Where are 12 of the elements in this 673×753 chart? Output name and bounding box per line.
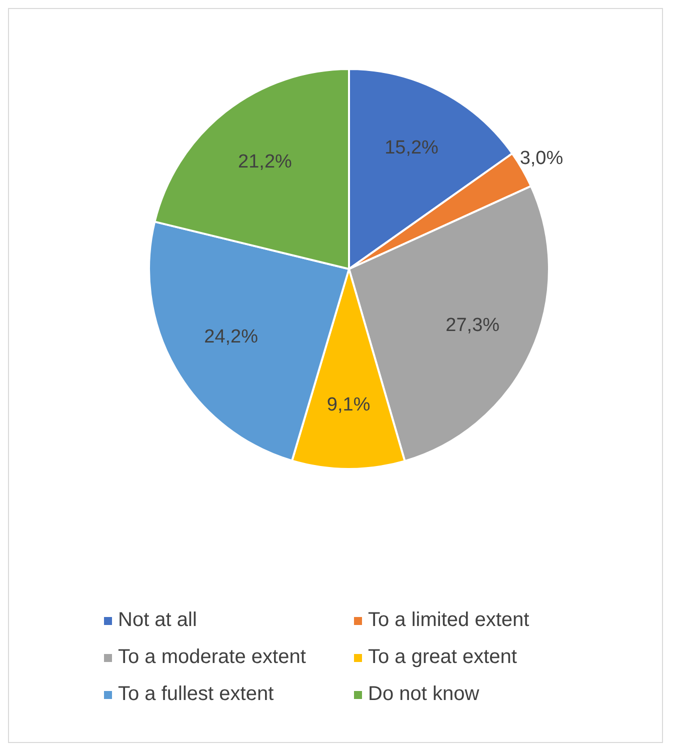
legend-label: Do not know bbox=[368, 683, 480, 706]
data-label: 3,0% bbox=[520, 148, 564, 169]
data-label: 21,2% bbox=[238, 152, 292, 173]
legend-label: To a fullest extent bbox=[118, 683, 274, 706]
data-label: 24,2% bbox=[204, 326, 258, 348]
legend-label: Not at all bbox=[118, 609, 197, 632]
data-label: 15,2% bbox=[384, 138, 439, 159]
legend-label: To a great extent bbox=[368, 646, 517, 669]
data-label: 27,3% bbox=[446, 315, 500, 336]
legend-label: To a limited extent bbox=[368, 609, 530, 632]
data-label: 9,1% bbox=[326, 394, 370, 416]
legend-label: To a moderate extent bbox=[118, 646, 306, 669]
